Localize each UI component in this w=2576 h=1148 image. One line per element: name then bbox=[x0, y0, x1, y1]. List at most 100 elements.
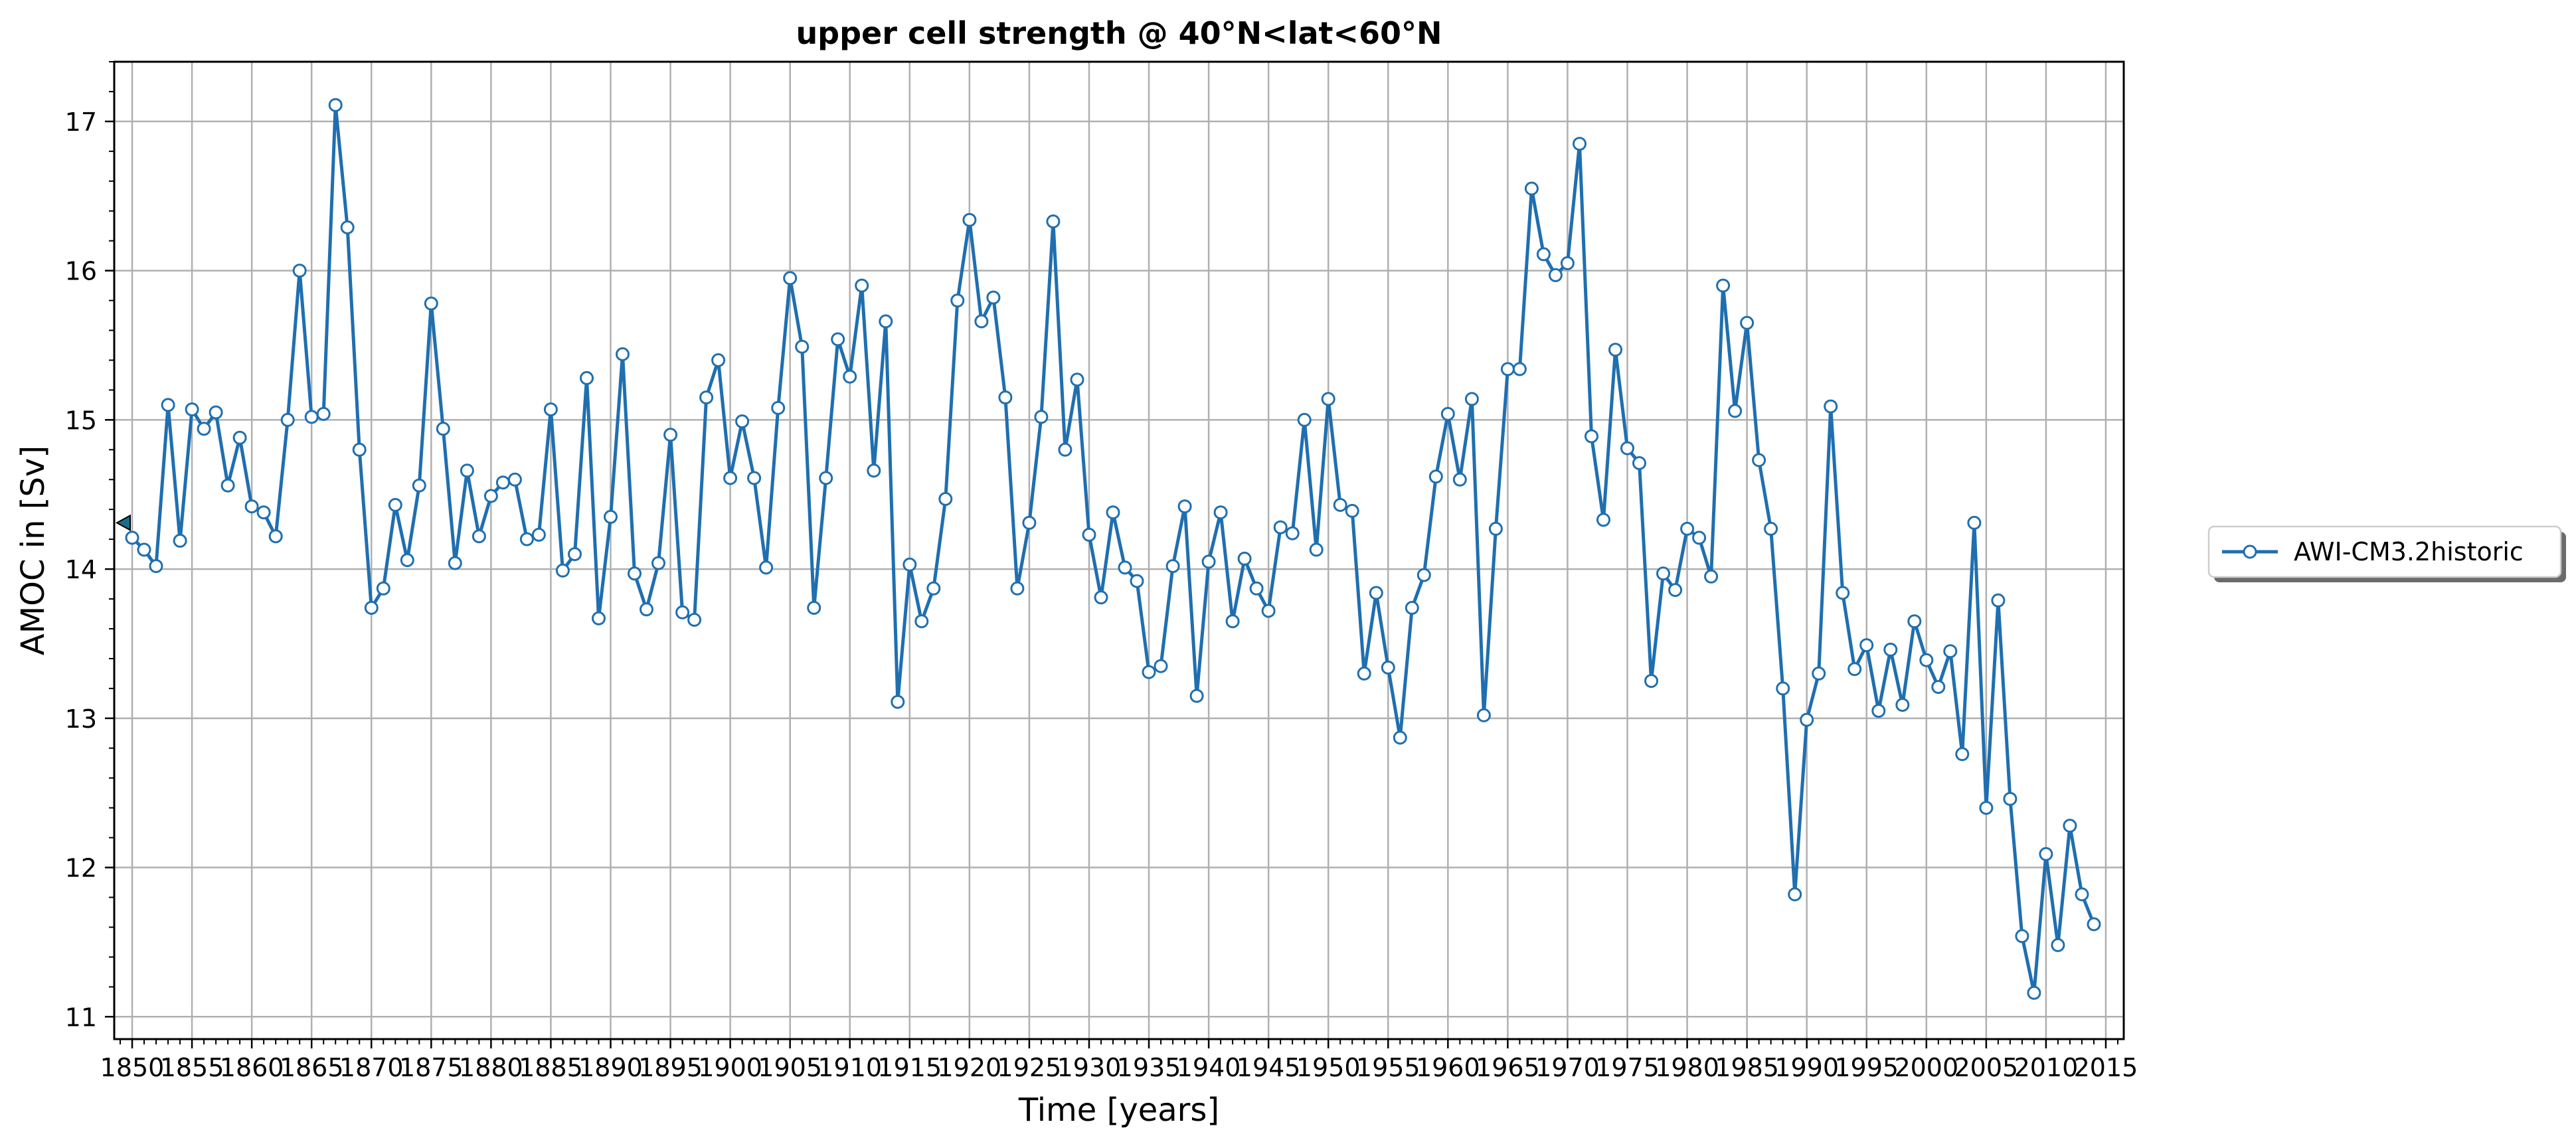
data-point bbox=[2063, 819, 2077, 833]
data-point bbox=[1297, 412, 1312, 427]
data-point bbox=[1512, 362, 1527, 376]
data-point bbox=[483, 489, 498, 503]
data-point bbox=[699, 390, 714, 405]
x-tick-label: 1960 bbox=[1416, 1053, 1480, 1082]
data-point bbox=[891, 695, 905, 709]
data-point bbox=[220, 478, 235, 493]
x-tick-label: 1990 bbox=[1774, 1053, 1839, 1082]
legend-box bbox=[2207, 525, 2562, 578]
data-point bbox=[1620, 441, 1634, 455]
data-point bbox=[1560, 256, 1575, 270]
data-point bbox=[268, 529, 283, 544]
x-tick-label: 2015 bbox=[2074, 1053, 2138, 1082]
x-tick-label: 1885 bbox=[519, 1053, 583, 1082]
data-point bbox=[1632, 456, 1646, 470]
data-point bbox=[1488, 521, 1503, 536]
data-point bbox=[1285, 526, 1300, 540]
data-point bbox=[1847, 662, 1862, 677]
data-point bbox=[568, 547, 582, 562]
data-point bbox=[1573, 137, 1587, 151]
y-tick-label: 13 bbox=[65, 704, 97, 734]
data-point bbox=[1536, 247, 1551, 262]
x-tick-label: 1870 bbox=[339, 1053, 404, 1082]
x-tick-label: 1965 bbox=[1476, 1053, 1540, 1082]
data-point bbox=[1596, 513, 1610, 527]
data-point bbox=[1405, 601, 1419, 615]
data-point bbox=[950, 293, 965, 308]
data-point bbox=[867, 463, 881, 478]
data-point bbox=[1979, 801, 1994, 815]
x-tick-label: 2000 bbox=[1894, 1053, 1958, 1082]
x-tick-label: 1945 bbox=[1237, 1053, 1301, 1082]
data-point bbox=[1261, 604, 1276, 618]
data-point bbox=[998, 390, 1013, 405]
data-point bbox=[125, 531, 139, 545]
x-tick-label: 1880 bbox=[459, 1053, 523, 1082]
legend-label: AWI-CM3.2historic bbox=[2294, 537, 2524, 566]
data-point bbox=[771, 400, 786, 415]
data-point bbox=[711, 353, 726, 367]
data-point bbox=[1440, 406, 1455, 421]
data-point bbox=[1022, 515, 1037, 530]
data-point bbox=[1668, 583, 1683, 598]
data-point bbox=[1883, 642, 1898, 657]
x-axis-label: Time [years] bbox=[1018, 1092, 1219, 1129]
data-point bbox=[604, 509, 618, 524]
data-point bbox=[843, 369, 857, 384]
data-point bbox=[1273, 520, 1288, 534]
data-point bbox=[675, 605, 690, 619]
data-point bbox=[1716, 278, 1731, 293]
data-point bbox=[616, 347, 630, 361]
data-point bbox=[628, 566, 642, 581]
data-point bbox=[640, 602, 653, 617]
data-point bbox=[1740, 315, 1755, 330]
data-point bbox=[1333, 498, 1347, 512]
data-point bbox=[902, 557, 917, 572]
data-point bbox=[400, 553, 414, 568]
data-point bbox=[735, 414, 750, 429]
data-point bbox=[1836, 586, 1850, 600]
y-tick-label: 11 bbox=[65, 1003, 97, 1032]
data-point bbox=[316, 406, 331, 421]
legend-marker bbox=[2243, 544, 2257, 559]
data-point bbox=[173, 533, 187, 548]
data-point bbox=[2027, 985, 2041, 1000]
data-point bbox=[1919, 653, 1934, 667]
data-point bbox=[1058, 442, 1073, 457]
start-marker-triangle bbox=[115, 514, 131, 532]
data-point bbox=[507, 472, 522, 487]
x-tick-label: 1995 bbox=[1834, 1053, 1899, 1082]
data-point bbox=[1130, 574, 1144, 588]
data-point bbox=[1524, 181, 1539, 196]
data-point bbox=[1967, 515, 1982, 530]
x-tick-label: 1925 bbox=[997, 1053, 1062, 1082]
data-point bbox=[974, 314, 989, 329]
data-point bbox=[149, 559, 163, 574]
data-point bbox=[1393, 730, 1407, 745]
data-point bbox=[1046, 214, 1061, 228]
data-point bbox=[1417, 568, 1431, 582]
x-tick-label: 1975 bbox=[1595, 1053, 1660, 1082]
data-point bbox=[424, 296, 438, 311]
data-point bbox=[209, 405, 223, 420]
data-point bbox=[1010, 581, 1025, 596]
data-point bbox=[519, 532, 534, 546]
data-point bbox=[2075, 887, 2089, 902]
x-tick-label: 1895 bbox=[638, 1053, 703, 1082]
x-tick-label: 1950 bbox=[1296, 1053, 1361, 1082]
chart-title: upper cell strength @ 40°N<lat<60°N bbox=[796, 15, 1442, 51]
series-layer bbox=[115, 98, 2101, 1000]
data-point bbox=[795, 339, 810, 354]
data-point bbox=[819, 471, 833, 485]
data-point bbox=[926, 581, 941, 596]
data-point bbox=[2051, 938, 2065, 952]
plot-frame bbox=[113, 60, 2125, 1040]
data-point bbox=[914, 614, 929, 629]
x-tick-label: 1875 bbox=[399, 1053, 464, 1082]
data-point bbox=[1955, 747, 1970, 762]
data-point bbox=[2015, 929, 2029, 943]
data-point bbox=[1142, 665, 1156, 679]
data-point bbox=[1859, 638, 1874, 653]
data-point bbox=[2039, 847, 2053, 861]
x-tick-label: 1890 bbox=[578, 1053, 643, 1082]
